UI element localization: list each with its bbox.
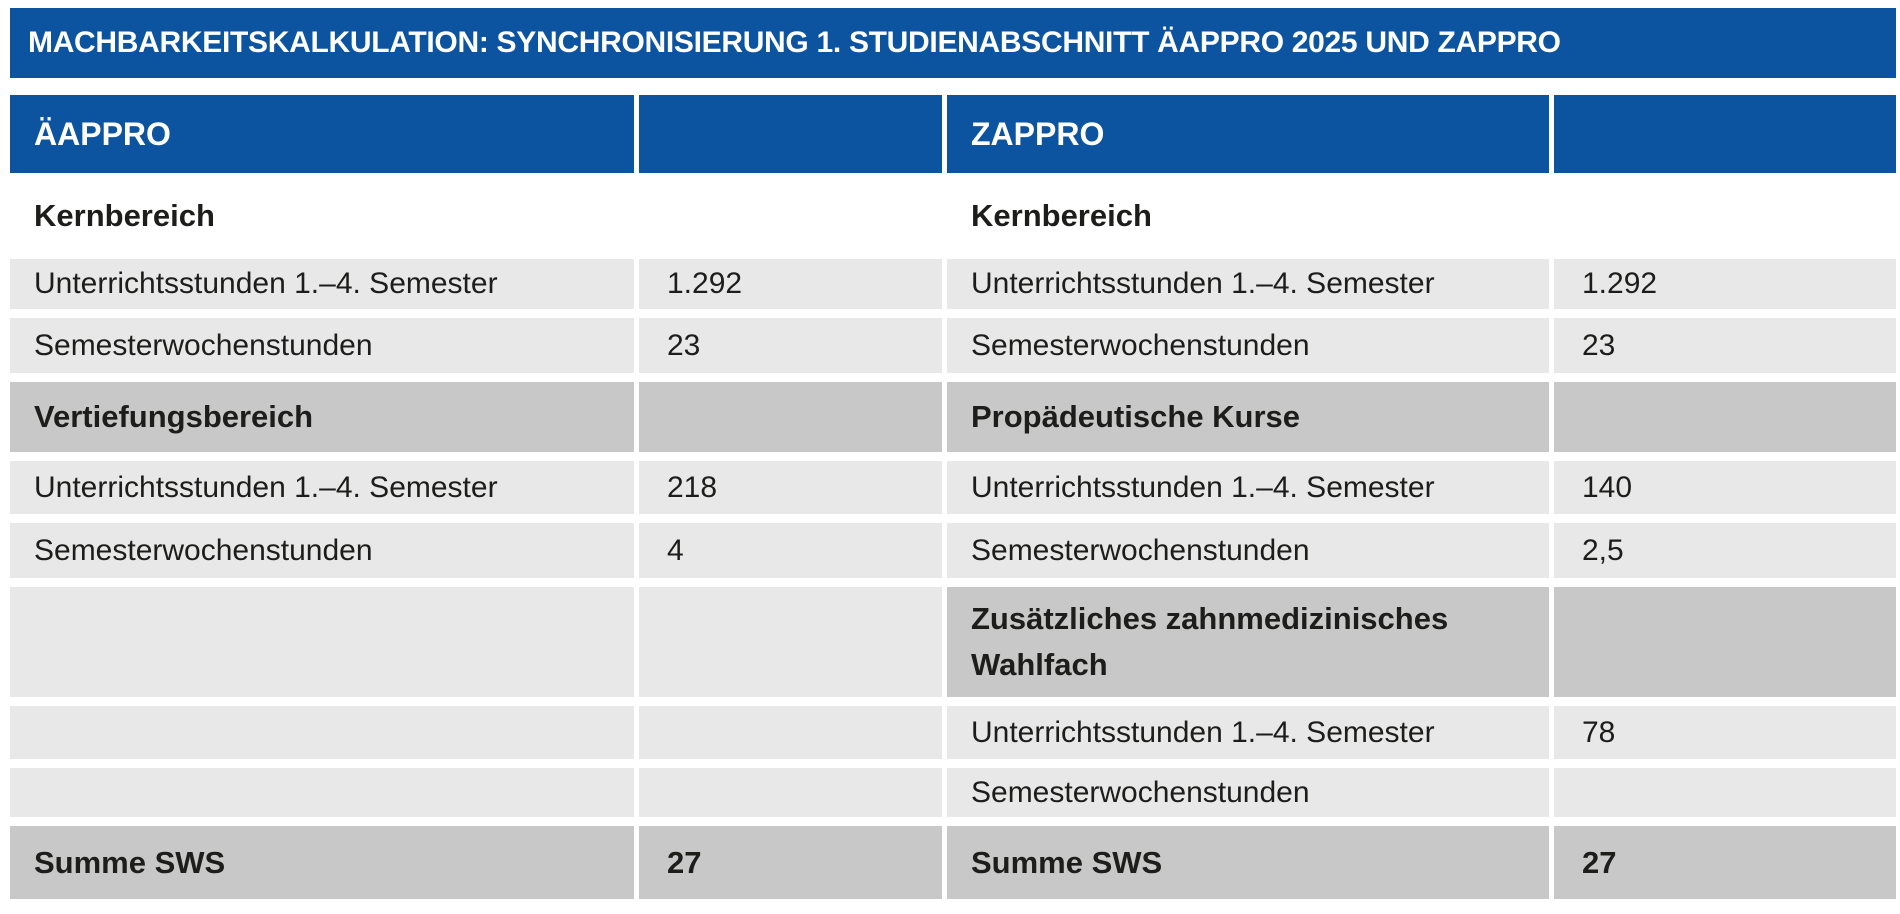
- aappro-summe-sws-value: 27: [639, 826, 942, 899]
- zappro-section-zusaetzliches-wahlfach-spacer: [1554, 587, 1896, 697]
- zappro-wahlfach-semesterwochenstunden-value: [1554, 768, 1896, 817]
- column-header-aappro-value-spacer: [639, 95, 942, 173]
- aappro-vertiefung-semesterwochenstunden-value: 4: [639, 523, 942, 578]
- aappro-empty-value-cell: [639, 706, 942, 759]
- zappro-summe-sws-value: 27: [1554, 826, 1896, 899]
- aappro-kern-semesterwochenstunden-value: 23: [639, 318, 942, 373]
- zappro-propaedeutik-semesterwochenstunden-value: 2,5: [1554, 523, 1896, 578]
- zappro-kern-semesterwochenstunden-value: 23: [1554, 318, 1896, 373]
- aappro-empty-value-cell: [639, 768, 942, 817]
- zappro-section-zusaetzliches-wahlfach: Zusätzliches zahnmedizinisches Wahlfach: [947, 587, 1549, 697]
- column-header-zappro-value-spacer: [1554, 95, 1896, 173]
- column-header-aappro: ÄAPPRO: [10, 95, 634, 173]
- aappro-summe-sws-label: Summe SWS: [10, 826, 634, 899]
- aappro-vertiefung-unterrichtsstunden-value: 218: [639, 461, 942, 514]
- zappro-propaedeutik-unterrichtsstunden-value: 140: [1554, 461, 1896, 514]
- column-header-zappro: ZAPPRO: [947, 95, 1549, 173]
- zappro-section-propaedeutische-kurse: Propädeutische Kurse: [947, 382, 1549, 452]
- comparison-table: ÄAPPRO ZAPPRO Kernbereich Kernbereich Un…: [10, 95, 1896, 899]
- zappro-kern-unterrichtsstunden-label: Unterrichtsstunden 1.–4. Semester: [947, 259, 1549, 309]
- aappro-vertiefung-unterrichtsstunden-label: Unterrichtsstunden 1.–4. Semester: [10, 461, 634, 514]
- aappro-empty-value-cell: [639, 587, 942, 697]
- aappro-vertiefung-semesterwochenstunden-label: Semesterwochenstunden: [10, 523, 634, 578]
- aappro-section-vertiefungsbereich-spacer: [639, 382, 942, 452]
- aappro-empty-cell: [10, 706, 634, 759]
- aappro-empty-cell: [10, 768, 634, 817]
- zappro-section-kernbereich: Kernbereich: [971, 198, 1152, 233]
- zappro-propaedeutik-unterrichtsstunden-label: Unterrichtsstunden 1.–4. Semester: [947, 461, 1549, 514]
- zappro-kern-semesterwochenstunden-label: Semesterwochenstunden: [947, 318, 1549, 373]
- zappro-kern-unterrichtsstunden-value: 1.292: [1554, 259, 1896, 309]
- aappro-section-kernbereich-spacer: [639, 182, 942, 250]
- zappro-summe-sws-label: Summe SWS: [947, 826, 1549, 899]
- aappro-kern-semesterwochenstunden-label: Semesterwochenstunden: [10, 318, 634, 373]
- aappro-kern-unterrichtsstunden-label: Unterrichtsstunden 1.–4. Semester: [10, 259, 634, 309]
- aappro-kern-unterrichtsstunden-value: 1.292: [639, 259, 942, 309]
- aappro-empty-cell: [10, 587, 634, 697]
- zappro-propaedeutik-semesterwochenstunden-label: Semesterwochenstunden: [947, 523, 1549, 578]
- aappro-section-vertiefungsbereich: Vertiefungsbereich: [10, 382, 634, 452]
- zappro-wahlfach-semesterwochenstunden-label: Semesterwochenstunden: [947, 768, 1549, 817]
- page-title: MACHBARKEITSKALKULATION: SYNCHRONISIERUN…: [28, 26, 1561, 59]
- zappro-section-propaedeutische-kurse-spacer: [1554, 382, 1896, 452]
- table-title-bar: MACHBARKEITSKALKULATION: SYNCHRONISIERUN…: [10, 8, 1896, 78]
- zappro-wahlfach-unterrichtsstunden-value: 78: [1554, 706, 1896, 759]
- zappro-wahlfach-unterrichtsstunden-label: Unterrichtsstunden 1.–4. Semester: [947, 706, 1549, 759]
- aappro-section-kernbereich: Kernbereich: [34, 198, 215, 233]
- zappro-section-kernbereich-spacer: [1554, 182, 1896, 250]
